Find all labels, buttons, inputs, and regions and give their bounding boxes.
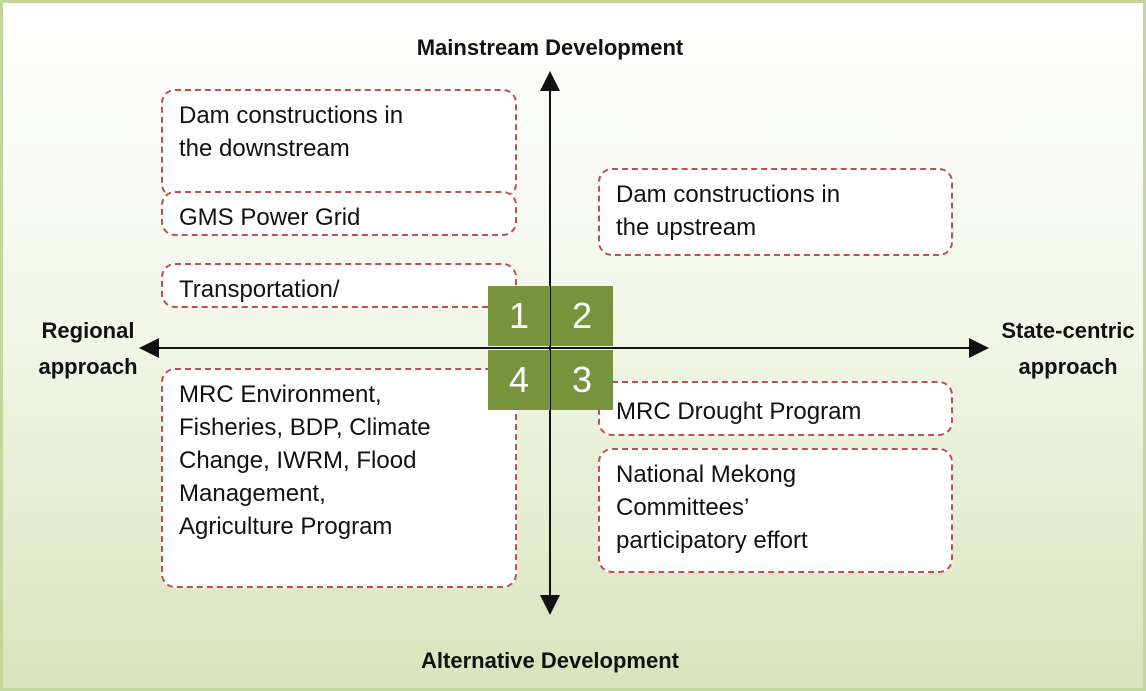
text-line: Change, IWRM, Flood xyxy=(179,447,417,474)
text-box: Dam constructions in the downstream xyxy=(161,89,517,198)
text-box: Dam constructions in the upstream xyxy=(598,168,953,256)
text-box: GMS Power Grid xyxy=(161,191,517,236)
text-line: the downstream xyxy=(179,135,350,162)
axes-arrows xyxy=(139,71,989,615)
axis-label-top: Mainstream Development xyxy=(416,35,684,60)
quadrant-number: 4 xyxy=(488,350,550,410)
text-line: GMS Power Grid xyxy=(179,204,361,231)
label-line: State-centric xyxy=(1001,318,1135,343)
text-box: MRC Environment, Fisheries, BDP, Climate C… xyxy=(161,368,517,588)
text-line: participatory effort xyxy=(616,527,808,554)
quadrant-number: 1 xyxy=(488,286,550,346)
quadrant-number: 3 xyxy=(551,350,613,410)
quadrant-number: 2 xyxy=(551,286,613,346)
text-box: National Mekong Committees’ participatory … xyxy=(598,448,953,573)
label-line: approach xyxy=(38,354,138,379)
text-line: Dam constructions in xyxy=(616,181,841,208)
axis-label-bottom: Alternative Development xyxy=(421,648,679,673)
text-line: Transportation/ xyxy=(179,276,340,303)
text-line: Fisheries, BDP, Climate xyxy=(179,414,431,441)
axis-label-right: State-centric approach xyxy=(988,313,1143,385)
axis-label-left: Regional approach xyxy=(13,313,163,385)
text-line: MRC Drought Program xyxy=(616,398,862,425)
label-line: Regional xyxy=(41,318,135,343)
text-line: the upstream xyxy=(616,214,757,241)
text-line: Agriculture Program xyxy=(179,513,393,540)
text-line: Committees’ xyxy=(616,494,750,521)
text-line: Dam constructions in xyxy=(179,102,404,129)
label-line: approach xyxy=(1018,354,1118,379)
text-line: National Mekong xyxy=(616,461,797,488)
text-line: Management, xyxy=(179,480,326,507)
text-line: MRC Environment, xyxy=(179,381,382,408)
text-box: Transportation/ xyxy=(161,263,517,308)
text-box: MRC Drought Program xyxy=(598,381,953,436)
